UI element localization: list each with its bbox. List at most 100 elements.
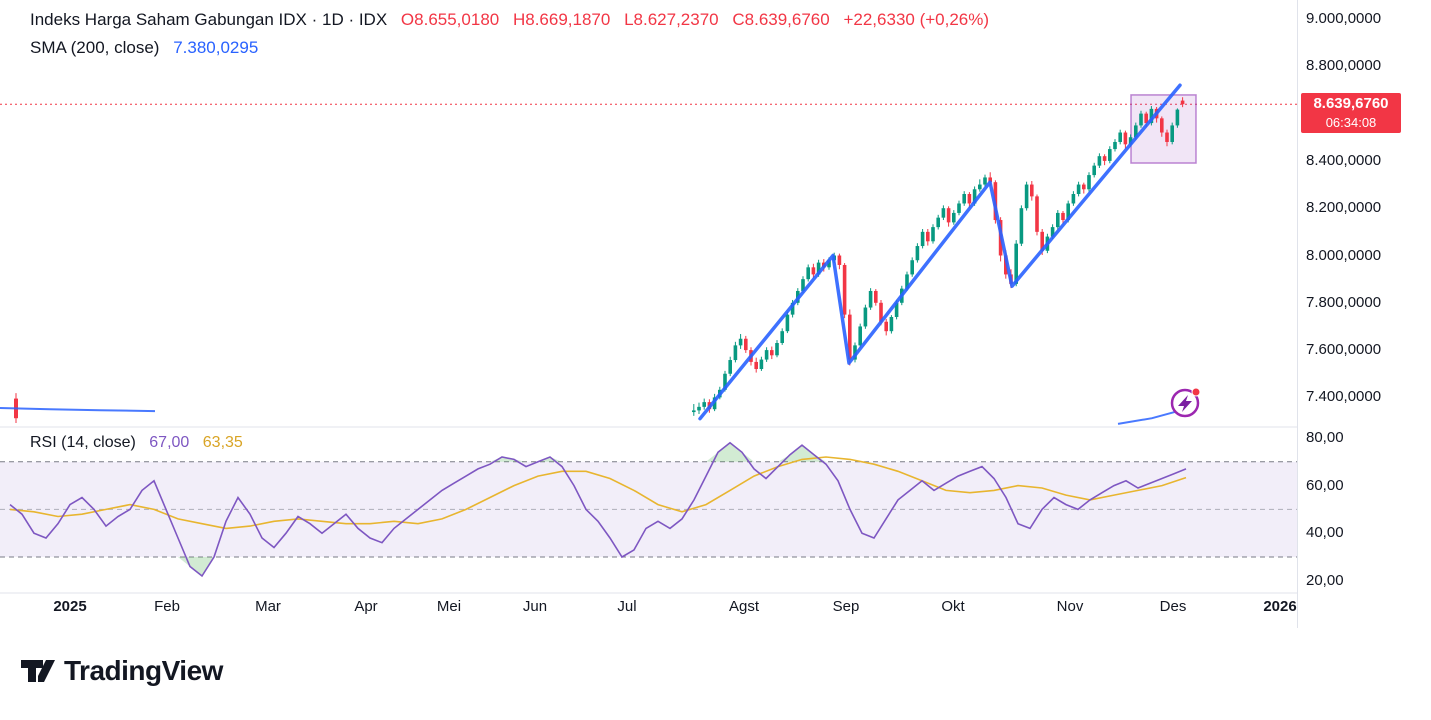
candle-body — [884, 321, 888, 332]
time-axis-label: 2025 — [53, 598, 87, 615]
candle — [764, 347, 769, 362]
candle — [1082, 182, 1086, 194]
time-axis[interactable]: 2025 Feb Mar Apr Mei Jun Jul Agst Sep Okt Nov Des 20… — [0, 598, 1431, 620]
candle — [1097, 153, 1102, 168]
sma-200-line — [1117, 408, 1186, 425]
time-axis-label: Sep — [832, 598, 860, 615]
candle — [1175, 108, 1180, 128]
time-axis-label: Nov — [1056, 598, 1084, 615]
candle-body — [806, 267, 810, 280]
time-axis-label: Agst — [728, 598, 760, 615]
rsi-line — [9, 441, 1187, 578]
candle-body — [744, 338, 748, 351]
candle-body — [1056, 212, 1060, 228]
candle-body — [863, 307, 868, 327]
candle — [842, 263, 847, 319]
candle-body — [868, 290, 873, 308]
trendline-drawing[interactable] — [698, 83, 1182, 421]
candle-body — [1113, 141, 1117, 150]
candle — [806, 264, 810, 282]
candle-body — [785, 314, 790, 332]
rsi-legend: RSI (14, close) 67,00 63,35 — [30, 434, 252, 452]
candle-body — [827, 260, 831, 268]
candle-body — [889, 316, 894, 332]
candle — [1019, 205, 1024, 247]
candle — [1118, 129, 1122, 145]
candle — [853, 342, 857, 363]
candle-body — [728, 360, 732, 374]
candle — [1108, 146, 1112, 164]
chart-canvas[interactable] — [0, 0, 1297, 596]
candle-body — [1170, 125, 1174, 142]
candle-body — [1087, 175, 1091, 190]
candle-body — [816, 262, 821, 275]
candle — [785, 311, 790, 334]
rsi-tick-label: 40,00 — [1306, 524, 1344, 542]
symbol-title[interactable]: Indeks Harga Saham Gabungan IDX · 1D · I… — [30, 10, 388, 29]
price-tick-label: 7.400,0000 — [1306, 388, 1382, 406]
candle-body — [754, 361, 758, 370]
candle — [915, 243, 920, 263]
candle — [931, 224, 935, 244]
candle-body — [910, 260, 914, 275]
time-axis-label: Mei — [436, 598, 462, 615]
tradingview-logo-text: TradingView — [64, 655, 223, 686]
time-axis-label: Okt — [941, 598, 965, 615]
candle-body — [962, 194, 966, 204]
candle — [692, 404, 696, 416]
candle-body — [801, 279, 805, 291]
candle — [811, 263, 816, 278]
price-tick-label: 8.400,0000 — [1306, 151, 1382, 169]
symbol-legend: Indeks Harga Saham Gabungan IDX · 1D · I… — [30, 10, 998, 30]
candle-body — [1076, 184, 1081, 195]
price-tick-label: 7.600,0000 — [1306, 341, 1382, 359]
candle — [1035, 194, 1039, 236]
candle — [910, 257, 914, 277]
candle — [1123, 130, 1128, 149]
lightning-marker[interactable] — [1170, 387, 1201, 418]
candle — [1076, 181, 1081, 197]
candle-body — [983, 177, 987, 185]
candle-body — [697, 406, 701, 411]
candle — [1170, 122, 1174, 145]
candle-body — [920, 231, 925, 247]
candle-body — [842, 264, 847, 315]
candle-body — [1071, 194, 1076, 204]
candle — [983, 174, 987, 187]
candle-body — [848, 314, 852, 360]
candle-body — [1165, 132, 1169, 142]
price-axis[interactable]: 9.000,00008.800,00008.600,00008.400,0000… — [1297, 0, 1431, 628]
candle — [1149, 106, 1154, 126]
candle — [1056, 210, 1060, 230]
candle-body — [1180, 100, 1185, 105]
tradingview-logo[interactable]: TradingView — [20, 655, 223, 687]
candle — [889, 315, 894, 334]
candle-body — [894, 302, 899, 317]
candle-body — [1128, 137, 1133, 145]
candle — [1139, 110, 1143, 128]
candle-body — [967, 194, 972, 204]
sma-indicator-label[interactable]: SMA (200, close) — [30, 38, 160, 57]
candle — [1165, 129, 1169, 147]
candle-body — [1102, 156, 1107, 161]
candle-body — [1134, 125, 1138, 138]
candle — [848, 309, 852, 366]
ohlc-close: C8.639,6760 — [732, 10, 830, 29]
last-price-value: 8.639,6760 — [1313, 95, 1389, 112]
rsi-indicator-label[interactable]: RSI (14, close) — [30, 434, 136, 451]
candle — [1071, 191, 1076, 206]
candle — [738, 334, 743, 349]
candle — [837, 253, 842, 270]
candle — [770, 346, 774, 360]
marker-alert-dot — [1191, 387, 1201, 397]
candle — [775, 340, 779, 358]
time-axis-label: 2026 — [1263, 598, 1297, 615]
price-tick-label: 8.200,0000 — [1306, 199, 1382, 217]
ohlc-high: H8.669,1870 — [512, 10, 611, 29]
rsi-ma-value: 63,35 — [202, 434, 243, 451]
candle-body — [931, 227, 935, 242]
candle-body — [723, 373, 727, 390]
candle-body — [1066, 203, 1070, 221]
sma-legend: SMA (200, close) 7.380,0295 — [30, 38, 267, 58]
